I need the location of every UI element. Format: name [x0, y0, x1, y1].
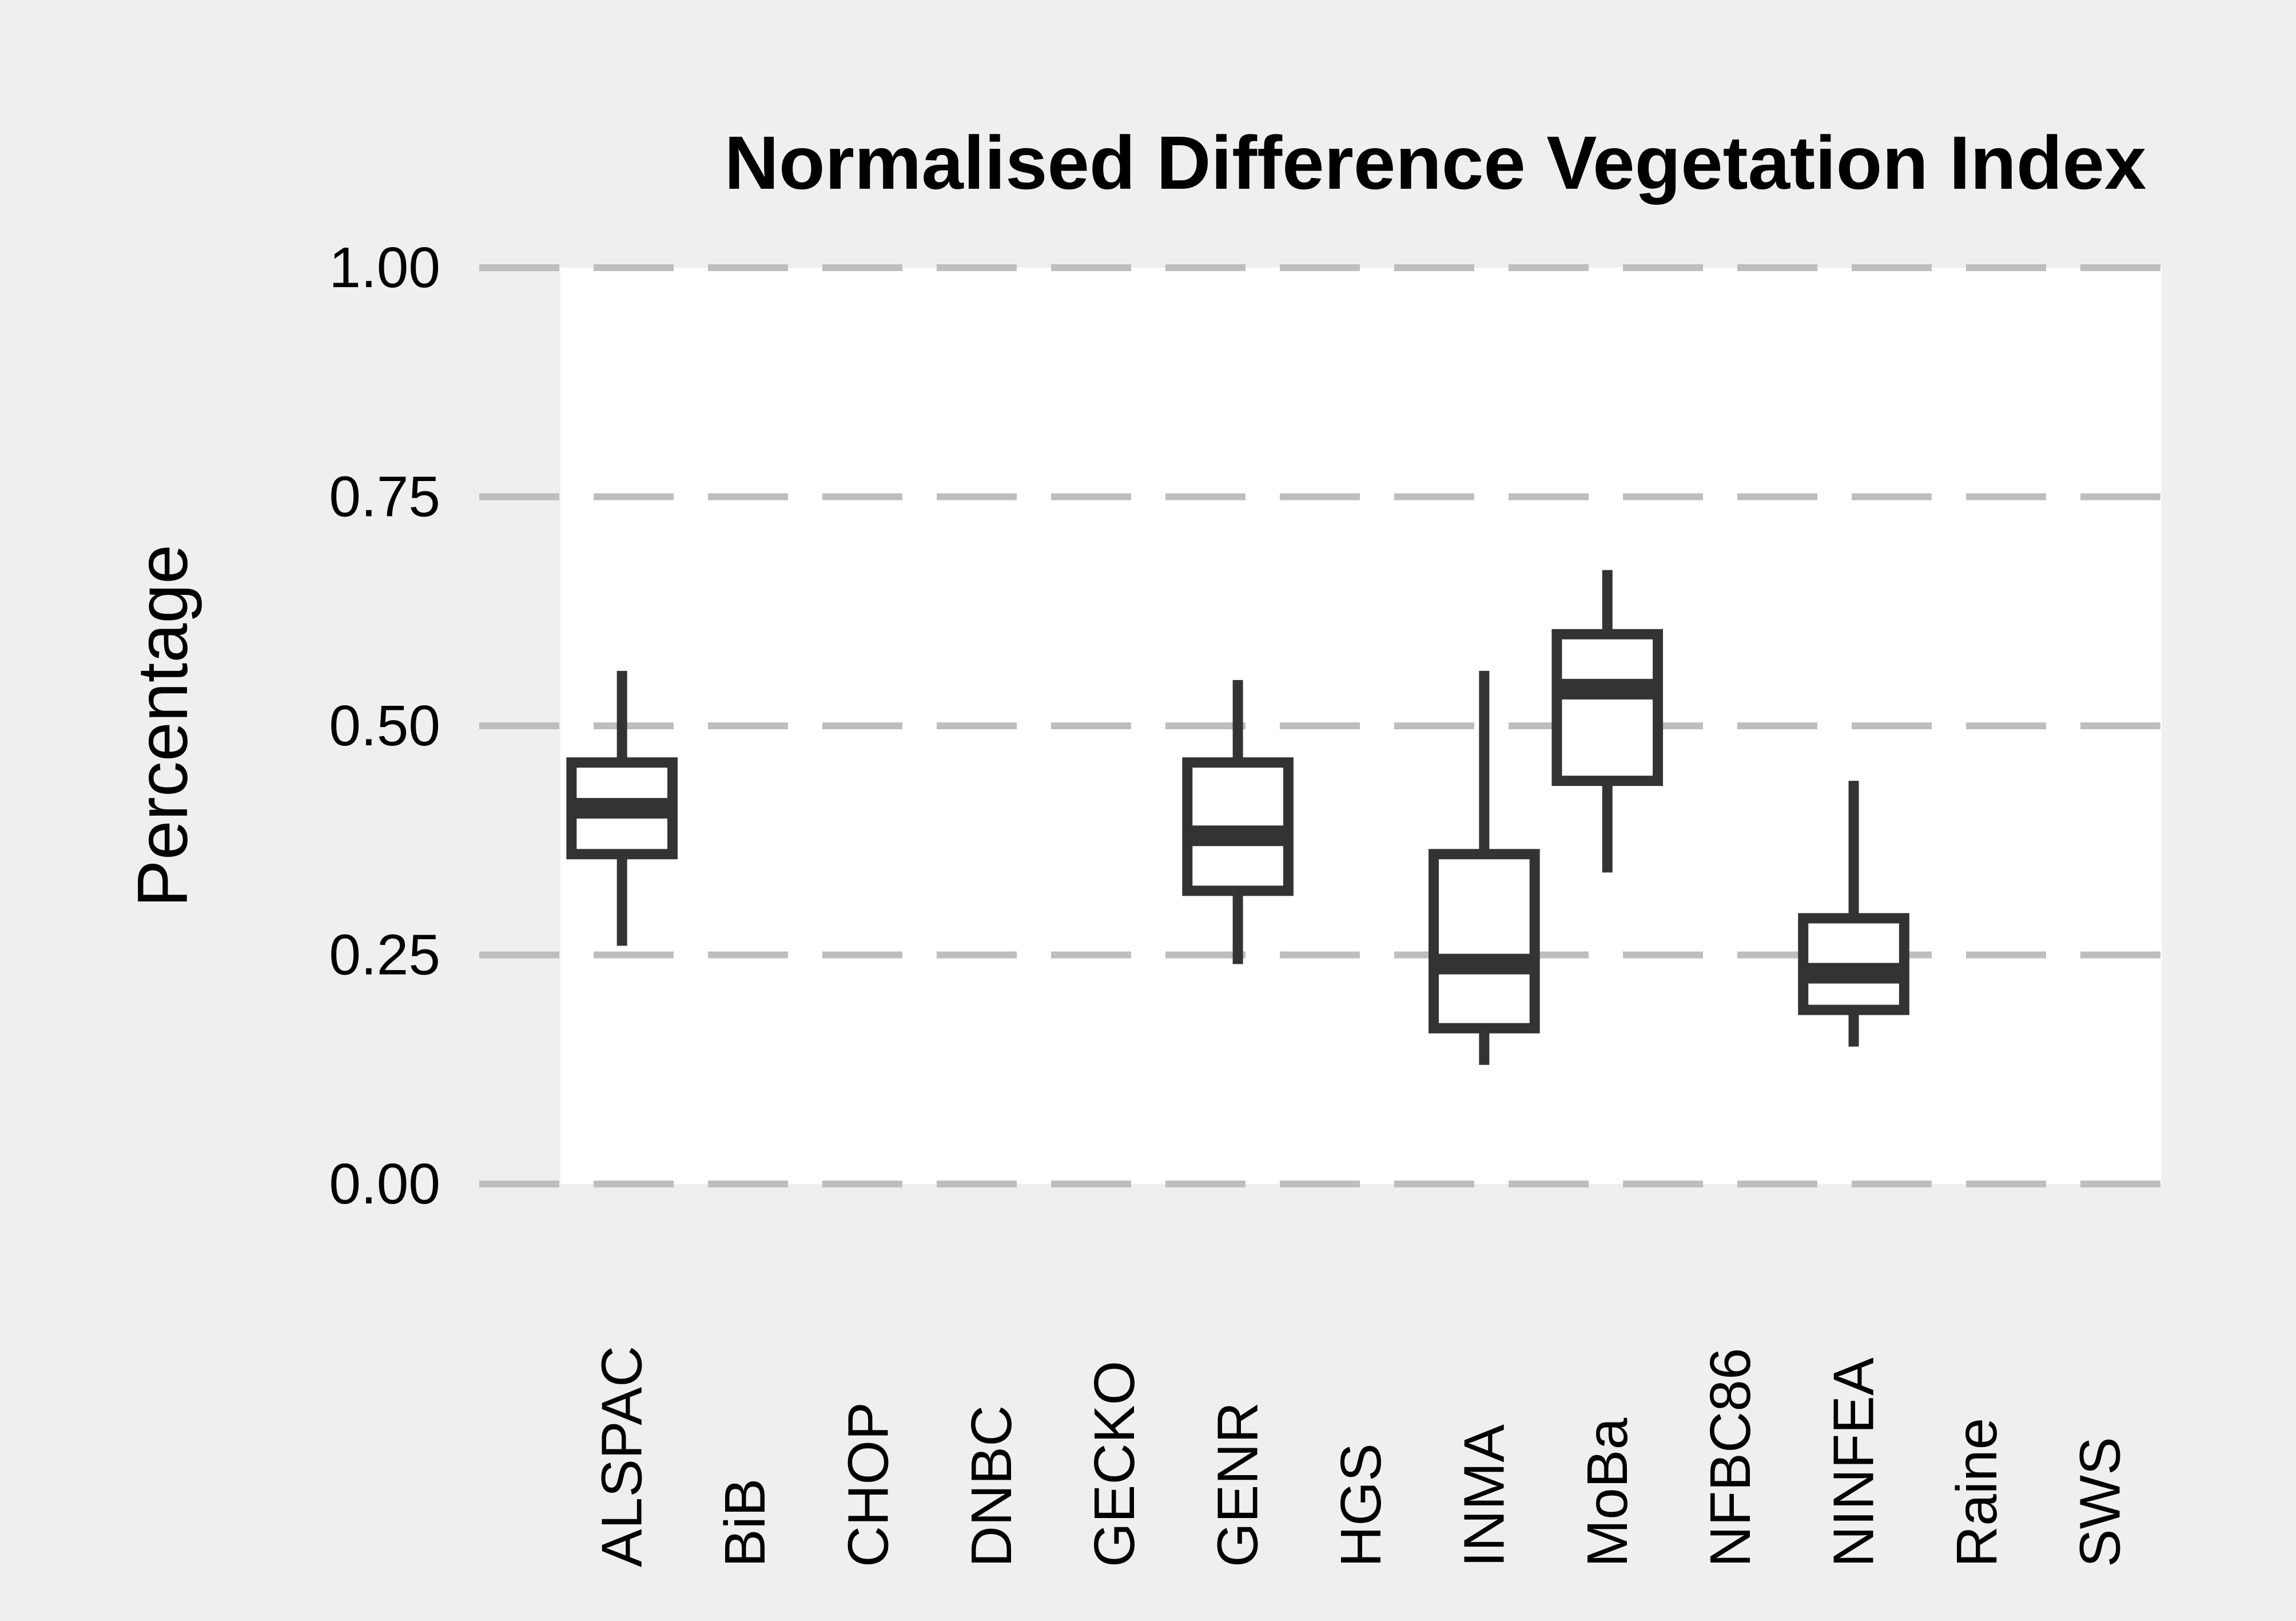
box-moba [1551, 570, 1664, 873]
boxes [566, 570, 1909, 1065]
y-tick-label: 0.75 [329, 465, 440, 529]
y-tick-label: 1.00 [329, 236, 440, 300]
interquartile-box [1428, 849, 1540, 1034]
y-tick-label: 0.50 [329, 694, 440, 758]
x-tick-label: GENR [1206, 1402, 1270, 1567]
y-tick-label: 0.25 [329, 923, 440, 987]
x-tick-label: CHOP [836, 1402, 900, 1567]
x-tick-label: Raine [1945, 1418, 2009, 1567]
x-tick-label: SWS [2068, 1437, 2132, 1567]
box-genr [1182, 680, 1294, 964]
x-tick-label: HGS [1329, 1443, 1393, 1567]
chart-title: Normalised Difference Vegetation Index [725, 121, 2147, 205]
x-tick-label: MoBa [1575, 1417, 1640, 1567]
interquartile-box [1551, 629, 1664, 786]
x-tick-label: NFBC86 [1698, 1348, 1762, 1567]
x-tick-label: BiB [713, 1478, 777, 1567]
box-ninfea [1798, 781, 1909, 1047]
y-axis-ticks: 0.00 0.25 0.50 0.75 1.00 [329, 236, 440, 1216]
x-tick-label: DNBC [960, 1405, 1024, 1567]
x-tick-label: INMA [1452, 1424, 1516, 1567]
y-axis-label: Percentage [124, 545, 202, 907]
x-tick-label: ALSPAC [590, 1346, 654, 1567]
y-tick-label: 0.00 [329, 1152, 440, 1216]
x-tick-label: GECKO [1083, 1361, 1147, 1567]
box-alspac [566, 670, 678, 946]
x-axis-ticks: ALSPAC BiB CHOP DNBC GECKO GENR HGS INMA MoBa NFB… [590, 1346, 2132, 1567]
box-inma [1428, 670, 1540, 1065]
x-tick-label: NINFEA [1822, 1357, 1886, 1567]
